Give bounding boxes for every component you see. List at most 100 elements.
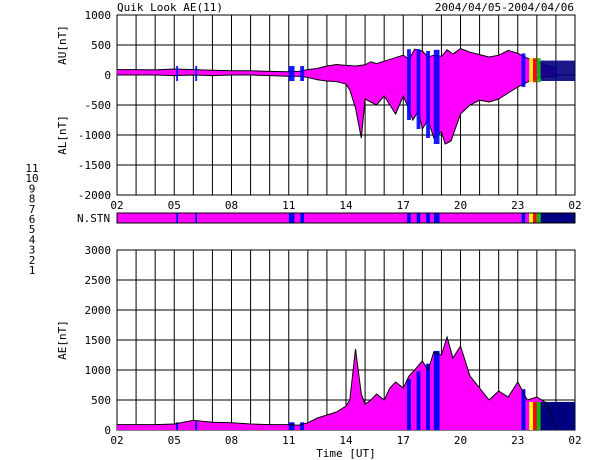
ae-ylabel: AE[nT] bbox=[56, 320, 69, 360]
stn-segment-16 bbox=[439, 213, 522, 223]
ae-band-19 bbox=[529, 401, 534, 430]
ae-band-3 bbox=[195, 421, 198, 430]
au-band-17 bbox=[521, 53, 526, 87]
ae-band-17 bbox=[521, 389, 526, 430]
ae-xtick-label: 14 bbox=[339, 434, 353, 447]
stn-segment-1 bbox=[176, 213, 179, 223]
stn-segment-19 bbox=[529, 213, 534, 223]
stn-segment-11 bbox=[416, 213, 421, 223]
legend-entry-7: 7 bbox=[29, 203, 36, 216]
ae-ytick-label: 0 bbox=[104, 424, 111, 437]
ae-xtick-label: 08 bbox=[225, 434, 238, 447]
ae-xtick-label: 11 bbox=[282, 434, 295, 447]
au-band-7 bbox=[300, 66, 305, 81]
au-ytick-label: 0 bbox=[104, 69, 111, 82]
legend-entry-3: 3 bbox=[29, 244, 36, 257]
au-band-15 bbox=[433, 49, 440, 144]
ae-xtick-label: 17 bbox=[397, 434, 410, 447]
ae-ytick-label: 500 bbox=[91, 394, 111, 407]
au-ytick-label: -1500 bbox=[78, 159, 111, 172]
stn-segment-15 bbox=[433, 213, 440, 223]
al-line bbox=[117, 74, 556, 145]
stn-segment-18 bbox=[525, 213, 530, 223]
stn-title: N.STN bbox=[77, 212, 110, 225]
stn-segment-12 bbox=[420, 213, 427, 223]
ae-band-11 bbox=[416, 371, 421, 430]
au-band-1 bbox=[176, 66, 179, 81]
au-band-13 bbox=[426, 51, 430, 138]
ae-xtick-label: 05 bbox=[168, 434, 181, 447]
stn-segment-17 bbox=[521, 213, 526, 223]
ae-xtick-label: 02 bbox=[110, 434, 123, 447]
au-xtick-label: 17 bbox=[397, 199, 410, 212]
legend-entry-4: 4 bbox=[29, 233, 36, 246]
au-xtick-label: 05 bbox=[168, 199, 181, 212]
au-ytick-label: 1000 bbox=[85, 9, 112, 22]
au-ytick-label: -1000 bbox=[78, 129, 111, 142]
stn-segment-2 bbox=[178, 213, 196, 223]
ae-area bbox=[117, 337, 556, 430]
ae-xtick-label: 20 bbox=[454, 434, 467, 447]
station-count-panel: N.STN bbox=[77, 212, 576, 225]
legend-entry-11: 11 bbox=[25, 162, 38, 175]
ae-band-1 bbox=[176, 422, 179, 430]
au-band-21 bbox=[536, 58, 541, 83]
stn-segment-0 bbox=[117, 213, 177, 223]
ae-ytick-label: 1500 bbox=[85, 334, 112, 347]
au-ytick-label: -500 bbox=[85, 99, 112, 112]
legend-entry-8: 8 bbox=[29, 193, 36, 206]
stn-segment-13 bbox=[426, 213, 430, 223]
au-band-11 bbox=[416, 49, 421, 130]
stn-frame bbox=[116, 212, 576, 224]
al-ylabel: AL[nT] bbox=[56, 115, 69, 155]
au-line bbox=[117, 48, 557, 73]
ae-ytick-label: 2000 bbox=[85, 304, 112, 317]
au-band-19 bbox=[529, 58, 534, 83]
au-xtick-label: 20 bbox=[454, 199, 467, 212]
al-area bbox=[117, 75, 556, 144]
au-band-5 bbox=[288, 66, 295, 81]
au-band-3 bbox=[195, 66, 198, 81]
ae-ytick-label: 2500 bbox=[85, 274, 112, 287]
ae-xtick-label: 02 bbox=[568, 434, 581, 447]
au-band-22 bbox=[540, 60, 575, 81]
stn-segment-3 bbox=[195, 213, 198, 223]
stn-segment-21 bbox=[536, 213, 541, 223]
date-range: 2004/04/05-2004/04/06 bbox=[435, 1, 574, 14]
stn-segment-4 bbox=[197, 213, 289, 223]
au-xtick-label: 02 bbox=[110, 199, 123, 212]
au-panel-frame bbox=[116, 14, 576, 196]
legend-entry-2: 2 bbox=[29, 254, 36, 267]
ae-xlabel: Time [UT] bbox=[316, 447, 376, 460]
ae-ytick-label: 3000 bbox=[85, 244, 112, 257]
stn-segment-22 bbox=[540, 213, 575, 223]
au-xtick-label: 14 bbox=[339, 199, 353, 212]
au-ytick-label: 500 bbox=[91, 39, 111, 52]
ae-ytick-label: 1000 bbox=[85, 364, 112, 377]
au-ylabel: AU[nT] bbox=[56, 25, 69, 65]
au-band-9 bbox=[407, 49, 411, 121]
au-xtick-label: 23 bbox=[511, 199, 524, 212]
stn-segment-8 bbox=[304, 213, 408, 223]
stn-segment-20 bbox=[533, 213, 537, 223]
legend-entry-10: 10 bbox=[25, 172, 38, 185]
stn-segment-14 bbox=[429, 213, 434, 223]
au-area bbox=[117, 48, 556, 75]
ae-band-9 bbox=[407, 379, 411, 430]
ae-line bbox=[117, 335, 557, 429]
ae-band-5 bbox=[288, 422, 295, 430]
chart-title: Quik Look AE(11) bbox=[117, 1, 223, 14]
ae-band-22 bbox=[540, 401, 575, 430]
ae-band-20 bbox=[533, 401, 537, 430]
au-ytick-label: -2000 bbox=[78, 189, 111, 202]
legend-entry-9: 9 bbox=[29, 182, 36, 195]
stn-segment-5 bbox=[288, 213, 295, 223]
ae-band-15 bbox=[433, 350, 440, 430]
stn-segment-7 bbox=[300, 213, 305, 223]
legend-entry-6: 6 bbox=[29, 213, 36, 226]
